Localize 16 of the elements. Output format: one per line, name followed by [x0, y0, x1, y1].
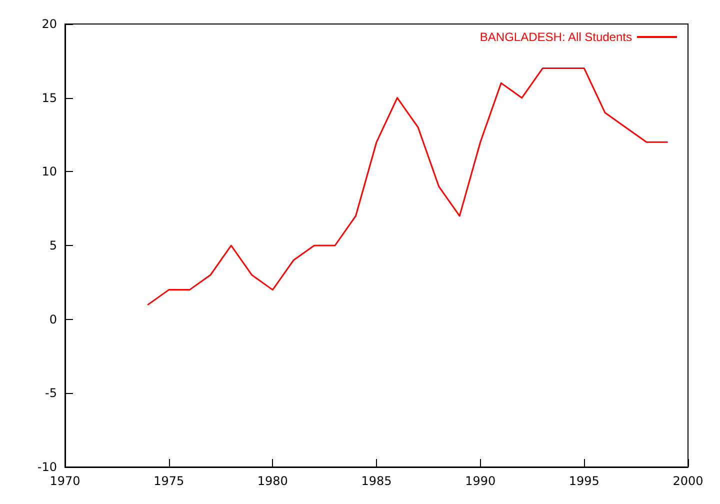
x-tick-label: 1995: [568, 474, 600, 488]
legend-label: BANGLADESH: All Students: [480, 30, 632, 44]
x-tick-label: 2000: [672, 474, 704, 488]
y-tick-label: 0: [49, 312, 57, 326]
y-tick-label: -5: [45, 386, 57, 400]
y-tick-label: 5: [49, 238, 57, 252]
x-tick-label: 1975: [154, 474, 184, 488]
y-tick-label: 20: [42, 17, 57, 31]
x-tick-label: 1985: [361, 474, 392, 488]
x-tick-label: 1970: [50, 474, 80, 488]
y-tick-label: -10: [37, 460, 57, 474]
y-tick-label: 10: [42, 164, 57, 179]
x-tick-label: 1990: [465, 474, 496, 488]
y-tick-label: 15: [42, 90, 57, 105]
line-series: [147, 68, 668, 306]
x-tick-label: 1980: [257, 474, 288, 488]
